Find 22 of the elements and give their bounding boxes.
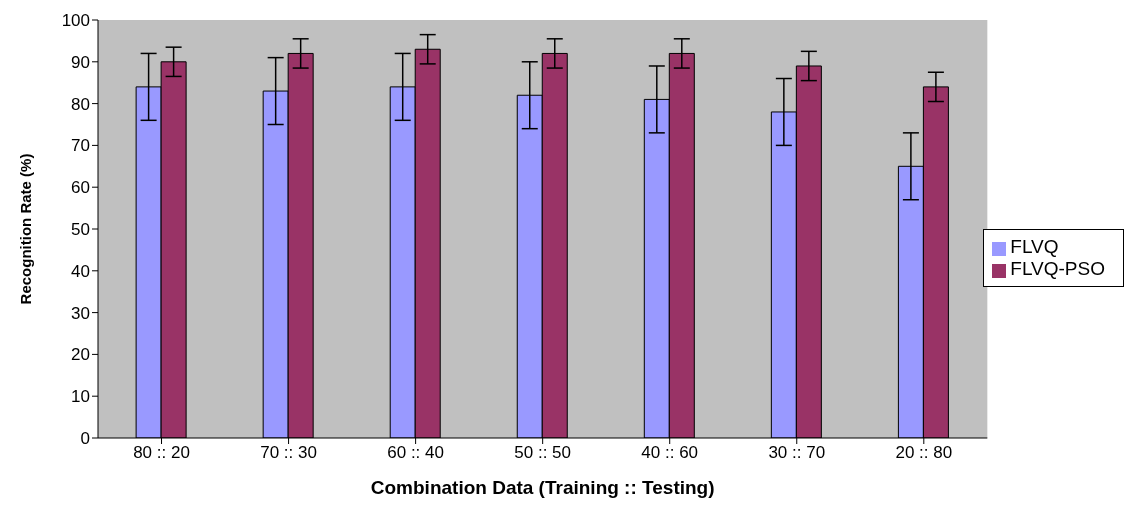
x-tick-label: 40 :: 60 [641,443,699,463]
x-tick-label: 70 :: 30 [260,443,317,463]
x-tick-label: 60 :: 40 [387,443,444,463]
x-tick-label: 50 :: 50 [514,443,572,463]
x-axis-title: Combination Data (Training :: Testing) [370,477,715,498]
x-tick-label: 30 :: 70 [768,443,826,463]
y-axis-title: Recognition Rate (%) [17,153,35,305]
y-tick-label: 0 [80,429,90,449]
y-tick-label: 80 [71,94,90,114]
y-tick-label: 60 [71,178,90,198]
y-tick-label: 50 [71,220,90,240]
legend-label: FLVQ-PSO [1010,258,1105,279]
y-tick-label: 90 [71,52,90,72]
y-tick-label: 70 [71,136,90,156]
x-tick-label: 20 :: 80 [895,443,953,463]
y-tick-label: 30 [71,303,90,323]
y-tick-label: 10 [71,387,90,407]
legend-label: FLVQ [1010,236,1059,257]
y-tick-label: 100 [61,11,90,31]
y-tick-label: 40 [71,261,90,281]
x-tick-label: 80 :: 20 [133,443,190,463]
y-tick-label: 20 [71,345,90,365]
